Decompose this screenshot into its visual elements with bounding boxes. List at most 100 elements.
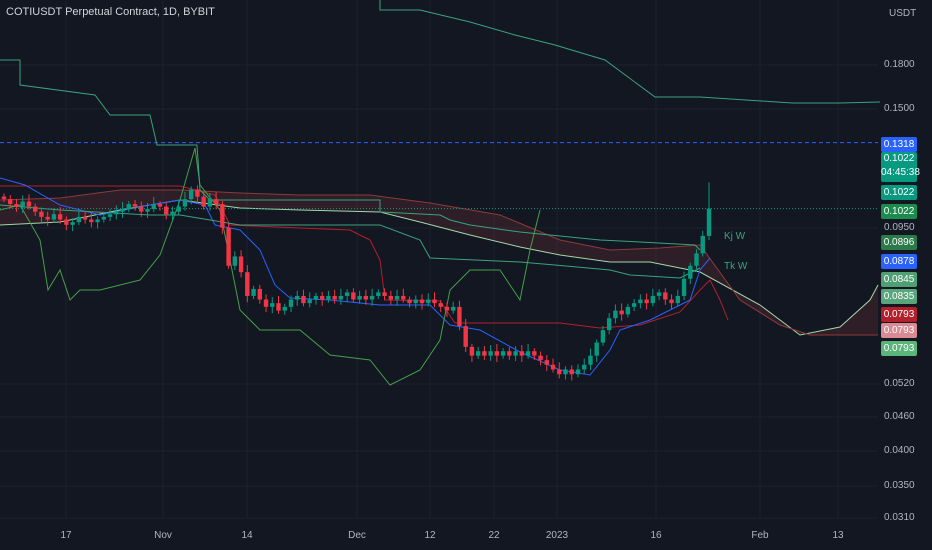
price-tag: 0.0835: [881, 289, 917, 304]
candle-body: [444, 306, 450, 311]
candle-body: [213, 199, 219, 205]
candle-body: [382, 292, 387, 296]
candle-body: [451, 306, 456, 311]
tenkan-weekly-label: Tk W: [724, 261, 748, 272]
price-tag: 0.0793: [881, 307, 917, 322]
candle-body: [332, 295, 337, 300]
candle-body: [669, 299, 674, 304]
candle-body: [313, 295, 319, 300]
candle-body: [64, 219, 69, 225]
candle-body: [232, 256, 238, 266]
x-tick-label: 12: [424, 530, 436, 541]
candle-body: [575, 369, 581, 375]
x-tick-label: 16: [650, 530, 662, 541]
candle-body: [344, 292, 350, 296]
x-tick-label: 17: [60, 530, 72, 541]
y-tick-label: 0.0950: [884, 222, 915, 233]
candle-body: [126, 204, 131, 210]
x-tick-label: 14: [241, 530, 253, 541]
candle-body: [438, 303, 443, 307]
kijun-weekly-label: Kj W: [724, 231, 746, 242]
candle-body: [619, 310, 624, 315]
y-tick-label: 0.0460: [884, 411, 915, 422]
tenkan-weekly-line: [0, 204, 701, 279]
x-tick-label: 13: [832, 530, 844, 541]
candle-body: [263, 299, 269, 307]
currency-label: USDT: [889, 8, 917, 19]
y-tick-label: 0.0400: [884, 445, 915, 456]
candle-body: [407, 299, 412, 304]
candle-body: [681, 278, 687, 296]
candle-body: [39, 211, 44, 217]
y-tick-label: 0.0350: [884, 480, 915, 491]
candle-body: [195, 189, 200, 197]
candle-body: [650, 295, 656, 304]
candle-body: [625, 306, 631, 315]
candle-body: [675, 295, 681, 304]
candle-body: [282, 306, 287, 311]
price-tag: 0.0896: [881, 235, 917, 250]
x-tick-label: 22: [488, 530, 500, 541]
candle-body: [101, 216, 107, 220]
candle-body: [57, 214, 63, 220]
candle-body: [307, 299, 312, 304]
kijun-line: [0, 185, 729, 329]
price-tag: 0.1022: [881, 204, 917, 219]
candle-body: [700, 235, 705, 254]
candle-body: [613, 310, 618, 319]
candle-body: [201, 196, 206, 207]
candle-body: [357, 295, 362, 300]
price-tag: 0.1318: [881, 137, 917, 152]
candle-body: [151, 204, 156, 210]
candle-body: [164, 206, 169, 215]
candle-body: [114, 211, 119, 215]
candle-body: [588, 355, 593, 365]
candle-body: [238, 256, 244, 273]
y-tick-label: 0.1800: [884, 59, 915, 70]
candle-body: [694, 253, 699, 266]
cloud-fill: [0, 190, 878, 335]
candle-body: [295, 295, 300, 300]
indicator-lines: [0, 0, 881, 386]
candle-body: [369, 295, 375, 300]
x-tick-label: Nov: [154, 530, 172, 541]
price-tag: 0.0878: [881, 254, 917, 269]
candle-body: [82, 216, 88, 220]
candle-body: [145, 209, 150, 212]
candle-body: [95, 219, 100, 223]
candle-body: [226, 227, 231, 266]
candle-body: [469, 346, 475, 356]
chart-grid: [0, 0, 878, 519]
kijun-weekly-line: [0, 59, 701, 251]
candle-body: [51, 214, 57, 220]
candle-body: [463, 326, 468, 347]
price-tag: 0.0845: [881, 272, 917, 287]
candle-body: [494, 351, 500, 356]
ichimoku-cloud: [0, 190, 878, 335]
candle-body: [507, 351, 512, 356]
candle-body: [326, 295, 331, 300]
candle-body: [220, 204, 225, 228]
candle-body: [631, 303, 637, 307]
y-tick-label: 0.0310: [884, 512, 915, 523]
candle-body: [582, 364, 587, 370]
candle-body: [413, 299, 418, 304]
candle-body: [120, 209, 125, 212]
candle-body: [70, 222, 75, 225]
candle-body: [245, 272, 250, 296]
candle-body: [500, 351, 506, 356]
candle-body: [89, 219, 94, 223]
candle-body: [519, 351, 525, 356]
candle-body: [594, 342, 599, 356]
kijun-monthly-line: [379, 0, 881, 104]
candle-body: [26, 201, 32, 207]
chikou-line: [0, 147, 541, 386]
candle-body: [488, 351, 493, 356]
candle-body: [525, 351, 531, 356]
candle-body: [32, 206, 38, 212]
candle-body: [606, 318, 612, 331]
candle-body: [139, 206, 144, 212]
price-tag: 0.1022: [881, 185, 917, 200]
candle-body: [157, 204, 163, 207]
